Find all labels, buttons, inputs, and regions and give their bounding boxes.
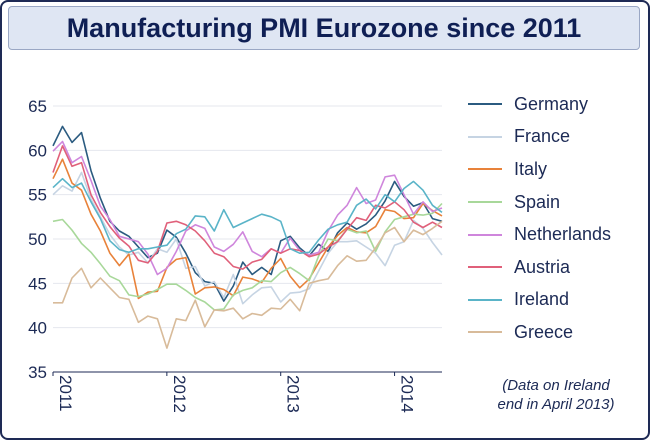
legend: Germany France Italy Spain Netherlands Austri…	[468, 88, 646, 349]
legend-swatch	[468, 201, 502, 204]
x-tick-label: 2013	[284, 375, 303, 413]
y-tick-label: 35	[28, 363, 47, 382]
legend-item-ireland: Ireland	[468, 284, 646, 317]
legend-label: Ireland	[514, 289, 570, 310]
x-tick-label: 2011	[56, 375, 75, 412]
footnote: (Data on Ireland end in April 2013)	[476, 376, 636, 414]
legend-swatch	[468, 233, 502, 236]
series-line-greece	[53, 220, 443, 349]
legend-label: France	[514, 126, 571, 147]
legend-item-france: France	[468, 121, 646, 154]
y-tick-label: 55	[28, 186, 47, 205]
x-tick-label: 2012	[170, 375, 189, 413]
legend-label: Austria	[514, 256, 571, 277]
y-tick-label: 40	[28, 319, 47, 338]
legend-item-greece: Greece	[468, 316, 646, 349]
y-tick-label: 45	[28, 274, 47, 293]
series-line-netherlands	[52, 140, 443, 276]
legend-swatch	[468, 266, 502, 269]
legend-item-germany: Germany	[468, 88, 646, 121]
y-tick-label: 65	[28, 97, 47, 116]
series-line-france	[52, 171, 443, 305]
series-line-austria	[52, 145, 443, 270]
legend-label: Italy	[514, 158, 548, 179]
series-line-ireland	[52, 177, 443, 254]
legend-label: Spain	[514, 191, 561, 212]
legend-swatch	[468, 103, 502, 106]
legend-swatch	[468, 298, 502, 301]
footnote-line-1: (Data on Ireland	[502, 377, 610, 394]
legend-label: Greece	[514, 321, 574, 342]
series-line-italy	[52, 158, 443, 300]
legend-swatch	[468, 168, 502, 171]
footnote-line-2: end in April 2013)	[497, 396, 615, 413]
legend-label: Netherlands	[514, 224, 612, 245]
chart-title: Manufacturing PMI Eurozone since 2011	[66, 12, 582, 43]
series-line-spain	[52, 202, 443, 311]
y-tick-label: 50	[28, 230, 47, 249]
x-tick-label: 2014	[398, 375, 417, 413]
legend-item-austria: Austria	[468, 251, 646, 284]
y-tick-label: 60	[28, 141, 47, 160]
legend-item-spain: Spain	[468, 186, 646, 219]
series-line-germany	[52, 125, 443, 302]
legend-item-italy: Italy	[468, 153, 646, 186]
legend-item-netherlands: Netherlands	[468, 218, 646, 251]
legend-swatch	[468, 135, 502, 138]
title-banner: Manufacturing PMI Eurozone since 2011	[8, 6, 640, 50]
legend-label: Germany	[514, 93, 589, 114]
legend-swatch	[468, 331, 502, 334]
